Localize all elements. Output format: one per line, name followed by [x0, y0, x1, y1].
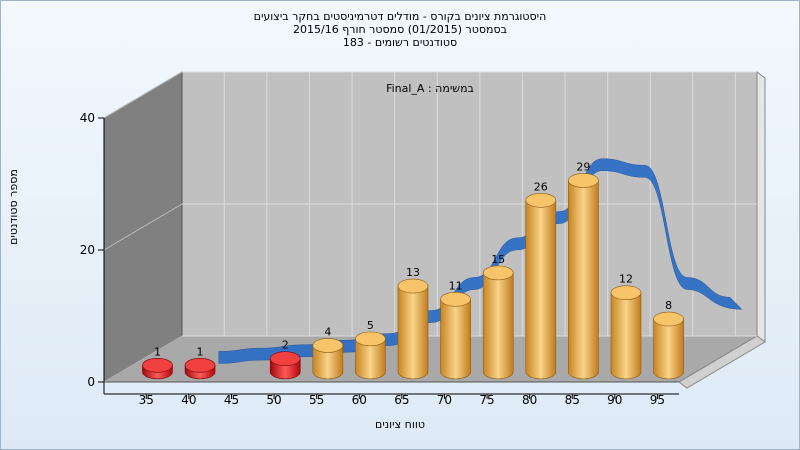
series-caption: במשימה : Final_A [386, 82, 474, 95]
bar-body [312, 345, 344, 380]
bar-value-label: 8 [665, 299, 672, 312]
bar-value-label: 2 [282, 339, 289, 352]
bar-top [525, 192, 557, 208]
bar: 26 [525, 180, 557, 380]
bar-top [269, 351, 301, 366]
title-line-1: היסטוגרמת ציונים בקורס - מודלים דטרמיניס… [253, 10, 547, 23]
bar-top [653, 311, 684, 327]
bar-top [482, 265, 514, 281]
x-tick-label: 70 [437, 393, 452, 407]
bar-top [142, 357, 173, 373]
bar-value-label: 13 [406, 266, 420, 279]
bar-value-label: 12 [619, 273, 633, 286]
x-tick-label: 80 [522, 393, 537, 407]
bar: 2 [269, 339, 301, 380]
grid-line-y-side [103, 203, 183, 251]
bar: 1 [142, 345, 173, 380]
bar: 1 [184, 345, 216, 380]
bar: 8 [653, 299, 684, 380]
x-tick-label: 60 [352, 393, 367, 407]
bar: 4 [312, 325, 344, 380]
bar-body [610, 292, 642, 380]
bar-value-label: 26 [534, 180, 548, 193]
floor-edge [678, 335, 766, 389]
bar-body [355, 338, 386, 380]
bar: 29 [568, 160, 599, 380]
bar-body [653, 318, 684, 380]
bar-body [397, 285, 429, 380]
bar-value-label: 11 [449, 279, 463, 292]
bar-value-label: 29 [576, 160, 590, 173]
bar-value-label: 5 [367, 319, 374, 332]
bar: 5 [355, 319, 386, 380]
bar-body [568, 180, 599, 380]
bar-body [525, 199, 557, 380]
y-axis-label: מספר סטודנטים [7, 169, 20, 245]
bar-top [568, 173, 599, 188]
bar-value-label: 4 [324, 325, 331, 338]
bar-top [355, 331, 386, 347]
x-tick-label: 90 [607, 393, 622, 407]
y-tick-label: 0 [87, 375, 95, 389]
bar-top [312, 338, 344, 353]
bar: 12 [610, 273, 642, 380]
bar-top [184, 357, 216, 373]
x-tick-label: 40 [181, 393, 196, 407]
grid-line-y-side [103, 335, 183, 383]
y-tick-label: 20 [80, 243, 95, 257]
bar-top [610, 285, 642, 300]
x-tick-label: 45 [224, 393, 239, 407]
bar-value-label: 1 [154, 345, 161, 358]
x-axis-label: טווח ציונים [375, 418, 425, 431]
x-tick-label: 75 [479, 393, 494, 407]
x-tick-label: 35 [139, 393, 154, 407]
x-tick-label: 55 [309, 393, 324, 407]
bar: 11 [440, 279, 471, 380]
chart-title: היסטוגרמת ציונים בקורס - מודלים דטרמיניס… [0, 10, 800, 49]
bar-top [440, 291, 471, 307]
bar-value-label: 15 [491, 253, 505, 266]
bar: 13 [397, 266, 429, 380]
bar-value-label: 1 [197, 345, 204, 358]
y-tick-label: 40 [80, 111, 95, 125]
bar: 15 [482, 253, 514, 380]
bar-top [397, 278, 429, 294]
title-line-3: סטודנטים רשומים - 183 [342, 36, 458, 49]
back-wall-edge [756, 71, 766, 343]
bar-body [482, 272, 514, 380]
x-tick-label: 95 [650, 393, 665, 407]
title-line-2: בסמסטר (01/2015) סמסטר חורף 2015/16 [293, 23, 507, 36]
x-tick-label: 85 [565, 393, 580, 407]
grid-line-y-side [103, 71, 183, 119]
x-tick-label: 65 [394, 393, 409, 407]
bar-body [440, 298, 471, 380]
x-tick-label: 50 [266, 393, 281, 407]
